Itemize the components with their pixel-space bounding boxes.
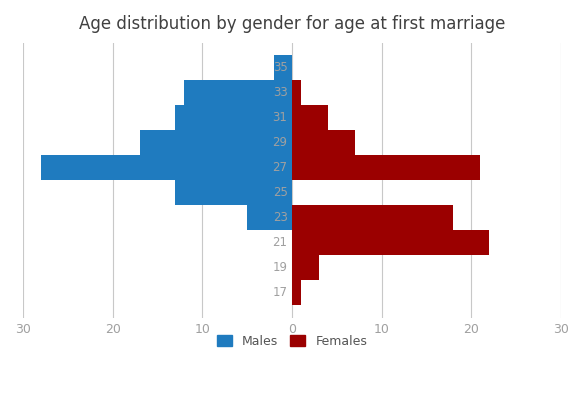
Bar	[292, 130, 355, 155]
Text: 21: 21	[273, 236, 287, 249]
Bar	[292, 205, 453, 230]
Bar	[292, 105, 328, 130]
Bar	[292, 280, 301, 305]
Bar	[292, 255, 319, 280]
Bar	[247, 205, 292, 230]
Bar	[292, 155, 481, 180]
Text: 17: 17	[273, 286, 287, 299]
Text: 25: 25	[273, 186, 287, 199]
Title: Age distribution by gender for age at first marriage: Age distribution by gender for age at fi…	[79, 15, 505, 33]
Bar	[185, 80, 292, 105]
Bar	[292, 80, 301, 105]
Text: 29: 29	[273, 136, 287, 149]
Text: 23: 23	[273, 211, 287, 224]
Text: 31: 31	[273, 111, 287, 124]
Bar	[175, 180, 292, 205]
Legend: Males, Females: Males, Females	[211, 330, 373, 353]
Bar	[175, 105, 292, 130]
Bar	[140, 130, 292, 155]
Text: 19: 19	[273, 261, 287, 274]
Text: 35: 35	[273, 61, 287, 74]
Text: 33: 33	[273, 86, 287, 99]
Bar	[292, 230, 489, 255]
Bar	[274, 55, 292, 80]
Bar	[41, 155, 292, 180]
Text: 27: 27	[273, 161, 287, 174]
